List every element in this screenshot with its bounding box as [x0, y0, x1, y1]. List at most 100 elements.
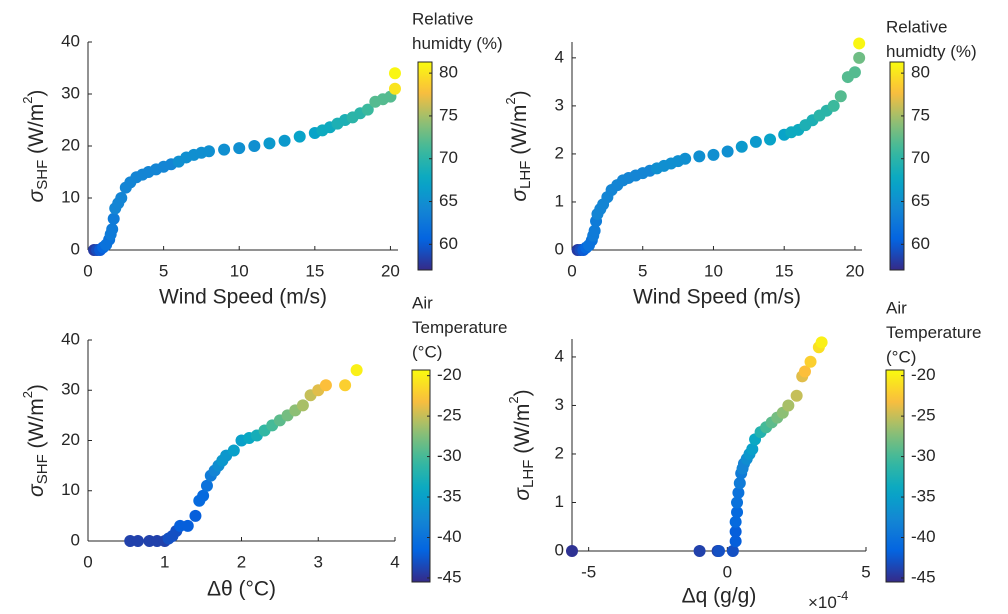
- scatter-point: [731, 506, 744, 519]
- scatter-point: [388, 67, 401, 80]
- scatter-point: [248, 140, 261, 152]
- colorbar-title: Air: [412, 293, 433, 312]
- x-tick-label: 5: [159, 261, 168, 280]
- scatter-point: [202, 145, 215, 158]
- scatter-point: [746, 443, 759, 456]
- colorbar-tick-label: -25: [437, 406, 462, 425]
- y-tick-label: 20: [61, 135, 80, 154]
- scatter-point: [361, 103, 374, 116]
- colorbar-tick-label: 80: [439, 63, 458, 82]
- y-tick-label: 1: [555, 492, 564, 511]
- scatter-point: [278, 134, 291, 147]
- x-tick-label: 4: [390, 552, 399, 571]
- scatter-point: [731, 496, 744, 509]
- colorbar-title: (°C): [412, 342, 442, 361]
- scatter-point: [782, 399, 795, 412]
- scatter-point: [131, 535, 144, 547]
- y-label-part: (W/m: [511, 404, 534, 460]
- x-tick-label: 15: [775, 261, 794, 280]
- x-tick-label: 5: [638, 261, 647, 280]
- scatter-point: [834, 90, 847, 103]
- y-label-part: σ: [508, 188, 531, 202]
- y-label-part: σ: [511, 487, 534, 501]
- exponent-power: -4: [837, 588, 849, 603]
- scatter-point: [115, 192, 128, 204]
- scatter-point: [721, 145, 734, 158]
- colorbar-title: Relative: [412, 9, 473, 28]
- scatter-point: [233, 142, 246, 155]
- colorbar-title: Air: [886, 298, 907, 317]
- exponent-base: ×10: [808, 593, 837, 612]
- y-label-part: (W/m: [25, 104, 48, 160]
- scatter-point: [350, 364, 363, 377]
- colorbar-tick-label: 80: [911, 63, 930, 82]
- scatter-point: [729, 515, 742, 528]
- scatter-point: [339, 379, 352, 392]
- colorbar-tick-label: -40: [437, 527, 462, 546]
- y-tick-label: 0: [71, 239, 80, 258]
- scatter-point: [218, 143, 231, 156]
- x-axis-label: Δq (g/g): [682, 585, 757, 608]
- y-label-part: 2: [20, 97, 35, 104]
- y-tick-label: 1: [555, 191, 564, 210]
- colorbar-tick-label: -35: [911, 487, 936, 506]
- x-tick-label: 20: [381, 261, 400, 280]
- scatter-point: [319, 379, 332, 392]
- y-axis-label: σLHF (W/m2): [506, 389, 537, 500]
- colorbar-tick-label: 75: [439, 105, 458, 124]
- scatter-point: [749, 135, 762, 148]
- scatter-point: [189, 509, 202, 522]
- y-axis-label: σLHF (W/m2): [503, 90, 534, 201]
- colorbar-tick-label: -25: [911, 406, 936, 425]
- scatter-point: [263, 137, 276, 150]
- scatter-point: [732, 486, 745, 499]
- colorbar-tick-label: 65: [911, 191, 930, 210]
- colorbar-title: (°C): [886, 347, 916, 366]
- scatter-point: [735, 140, 748, 153]
- y-tick-label: 3: [555, 395, 564, 414]
- scatter-point: [566, 545, 578, 557]
- y-tick-label: 4: [555, 47, 564, 66]
- y-label-part: ): [25, 90, 48, 97]
- x-tick-label: 20: [845, 261, 864, 280]
- y-label-part: LHF: [520, 460, 537, 488]
- scatter-point: [853, 51, 866, 64]
- scatter-point: [679, 152, 692, 165]
- colorbar-title: humidty (%): [886, 42, 977, 61]
- y-label-part: 2: [20, 391, 35, 398]
- colorbar-tick-label: -20: [911, 365, 936, 384]
- y-label-part: 2: [503, 97, 518, 104]
- colorbar-tick-label: 60: [911, 234, 930, 253]
- y-tick-label: 0: [555, 239, 564, 258]
- scatter-point: [733, 477, 746, 490]
- y-label-part: ): [508, 90, 531, 97]
- colorbar-tick-label: 70: [439, 148, 458, 167]
- y-tick-label: 4: [555, 346, 564, 365]
- scatter-point: [848, 66, 861, 79]
- scatter-point: [227, 444, 240, 457]
- scatter-point: [693, 150, 706, 163]
- y-tick-label: 10: [61, 480, 80, 499]
- x-tick-label: 0: [83, 261, 92, 280]
- colorbar: [411, 369, 431, 583]
- y-tick-label: 40: [61, 31, 80, 50]
- scatter-point: [729, 525, 742, 538]
- y-label-part: 2: [506, 396, 521, 403]
- y-label-part: ): [25, 384, 48, 391]
- colorbar-tick-label: -45: [911, 567, 936, 586]
- scatter-point: [200, 479, 213, 492]
- scatter-point: [197, 489, 210, 502]
- colorbar: [417, 61, 433, 271]
- colorbar-tick-label: -45: [437, 567, 462, 586]
- y-tick-label: 40: [61, 329, 80, 348]
- scatter-point: [790, 389, 803, 402]
- y-tick-label: 10: [61, 187, 80, 206]
- scatter-point: [827, 99, 840, 112]
- scatter-point: [726, 545, 739, 557]
- scatter-point: [293, 130, 306, 143]
- colorbar-tick-label: 60: [439, 234, 458, 253]
- colorbar-title: Temperature: [412, 318, 507, 337]
- colorbar: [885, 369, 905, 583]
- x-tick-label: 0: [83, 552, 92, 571]
